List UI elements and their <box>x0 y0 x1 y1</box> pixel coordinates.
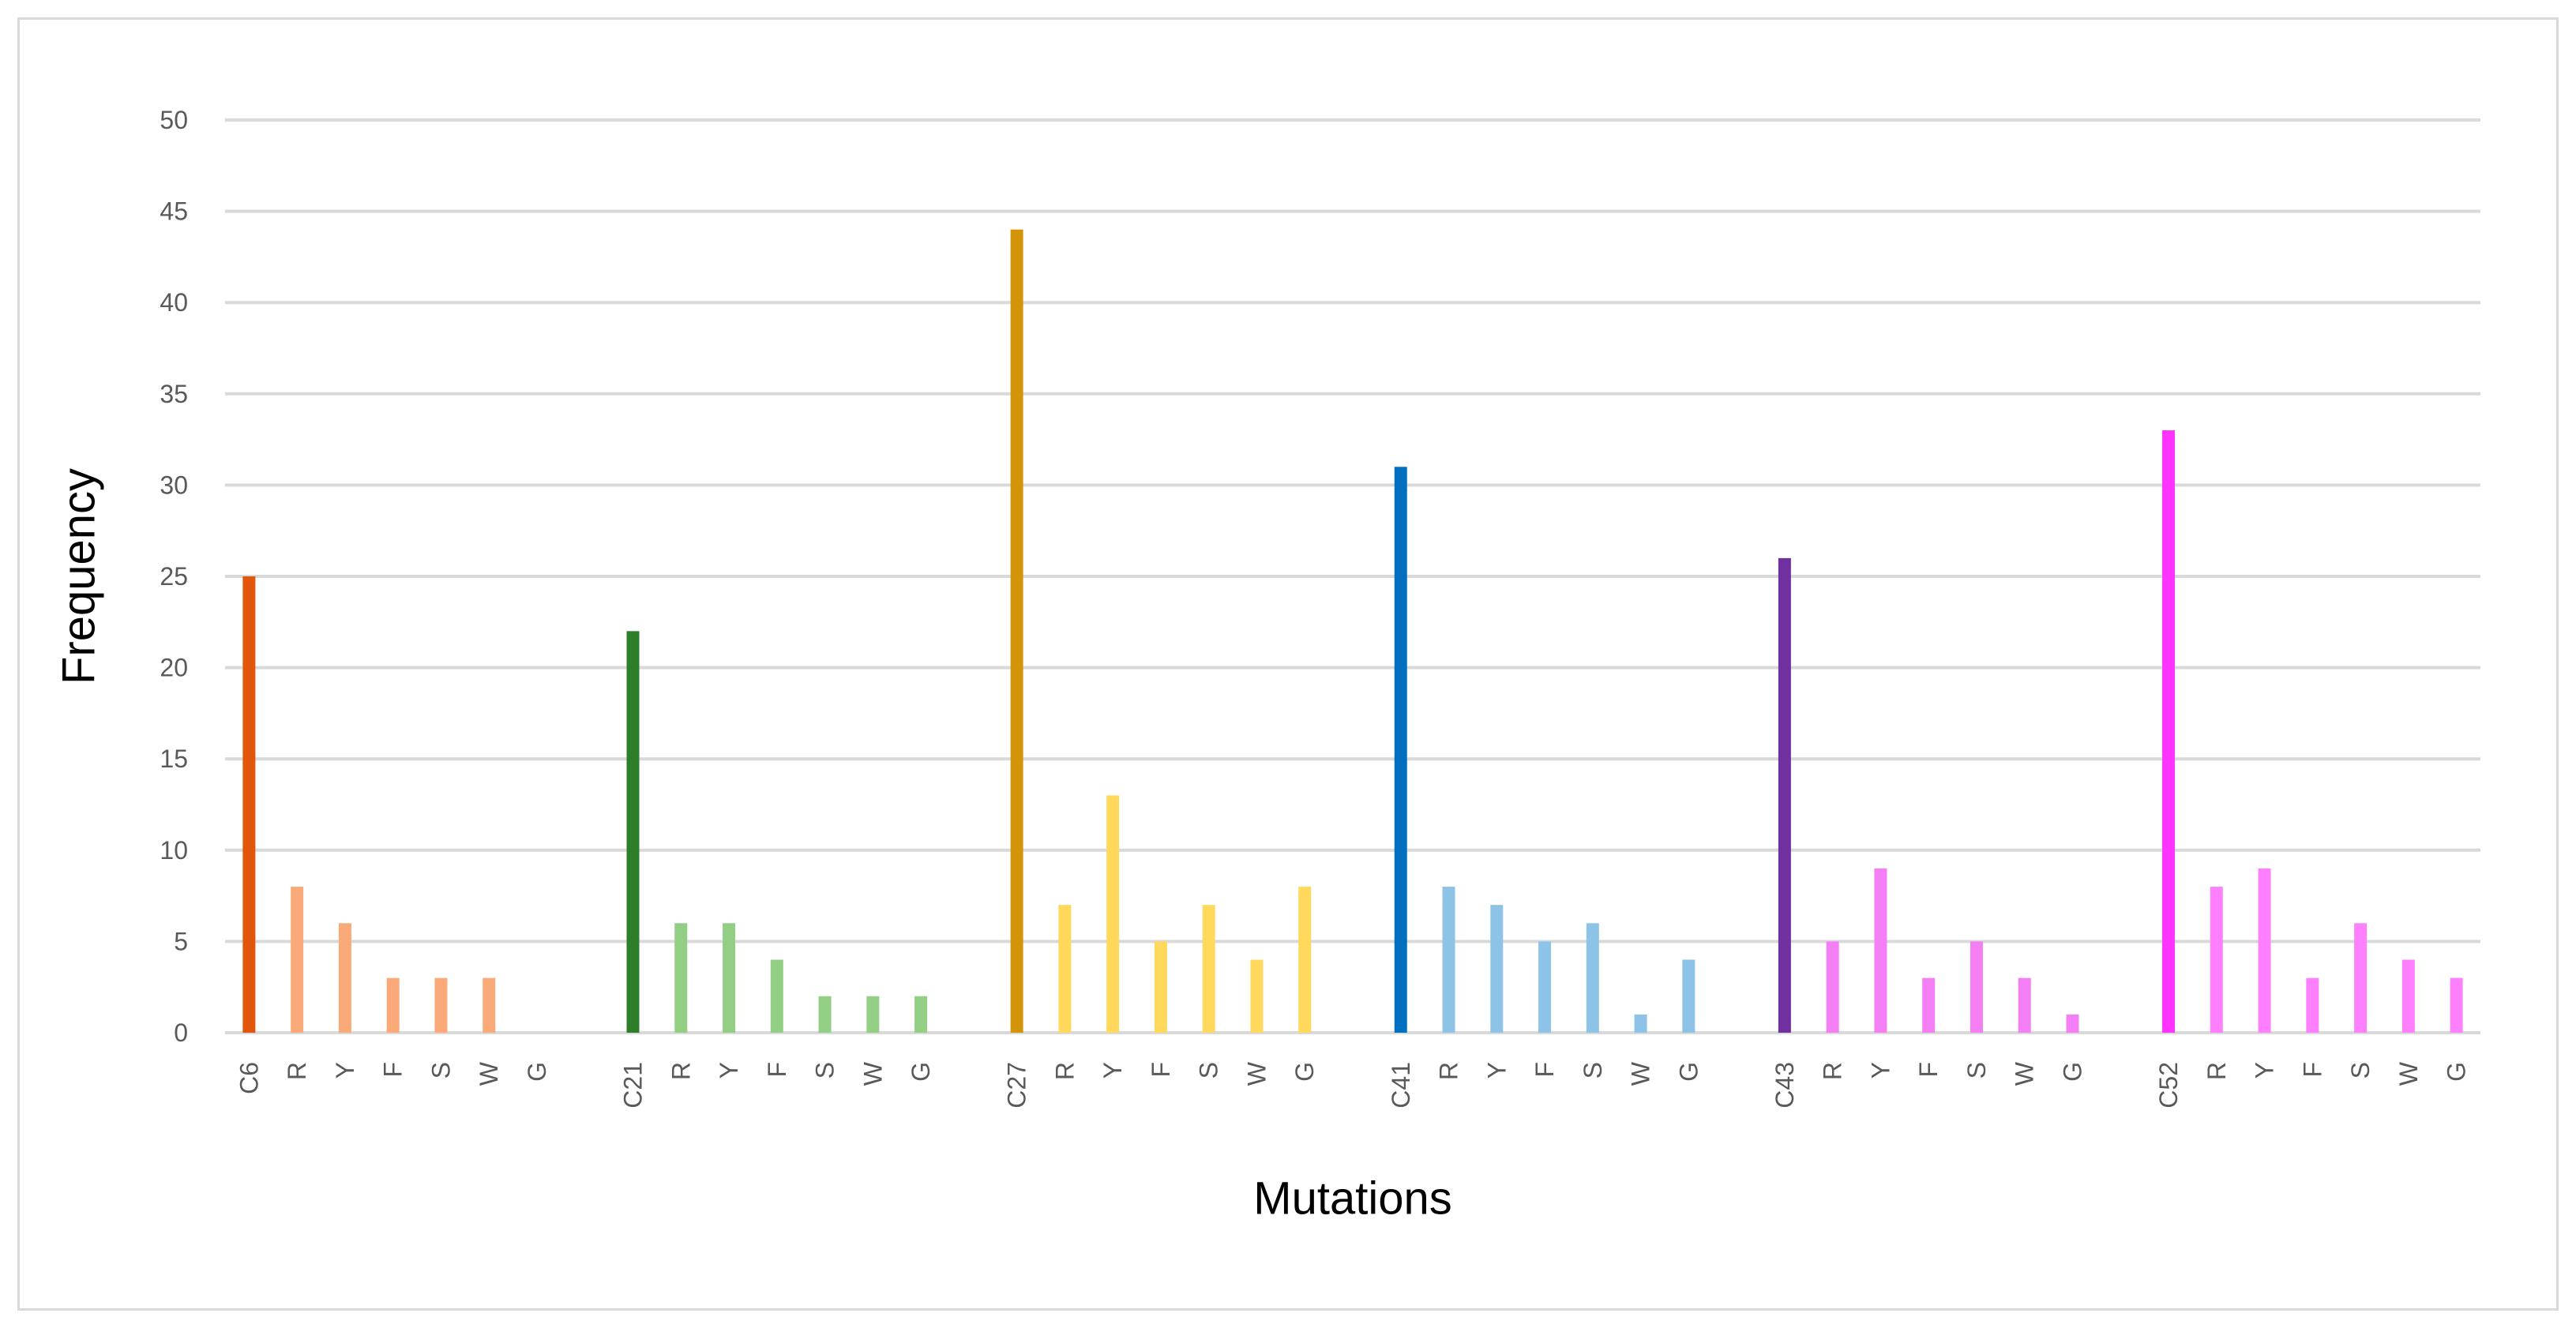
bar-C21-W <box>866 996 880 1033</box>
y-tick-label: 15 <box>160 745 188 773</box>
y-tick-label: 30 <box>160 471 188 499</box>
x-tick-label: S <box>1195 1062 1223 1079</box>
bar-C41-S <box>1586 923 1599 1033</box>
bar-C43-S <box>1970 941 1983 1033</box>
x-tick-label: C52 <box>2154 1062 2183 1109</box>
x-tick-label: R <box>1819 1062 1847 1080</box>
bar-C27-G <box>1298 887 1312 1033</box>
bar-C41-F <box>1538 941 1552 1033</box>
y-tick-label: 35 <box>160 380 188 408</box>
x-tick-label: S <box>1962 1062 1991 1079</box>
x-tick-label: Y <box>1098 1062 1127 1079</box>
x-tick-label: G <box>2058 1062 2086 1082</box>
x-tick-label: Y <box>715 1062 743 1079</box>
bar-C21-R <box>674 923 688 1033</box>
bar-C41-G <box>1682 959 1695 1033</box>
x-tick-label: R <box>2202 1062 2231 1080</box>
x-tick-label: F <box>1530 1062 1559 1078</box>
bar-C52-F <box>2306 977 2319 1033</box>
x-tick-label: S <box>1579 1062 1607 1079</box>
bar-C52-R <box>2210 887 2223 1033</box>
bar-C52-S <box>2354 923 2368 1033</box>
x-tick-label: G <box>2443 1062 2471 1082</box>
bar-C21-Y <box>723 923 736 1033</box>
x-tick-label: S <box>2346 1062 2375 1079</box>
chart-frame <box>17 17 2559 1311</box>
bar-C27-F <box>1154 941 1167 1033</box>
y-axis-title: Frequency <box>53 467 105 685</box>
x-tick-label: S <box>426 1062 455 1079</box>
x-tick-label: W <box>2011 1061 2039 1086</box>
x-tick-label: Y <box>331 1062 359 1079</box>
x-tick-label: R <box>1435 1062 1463 1080</box>
bar-C6-C6 <box>242 576 256 1033</box>
bar-C27-W <box>1250 959 1264 1033</box>
bar-C6-Y <box>338 923 351 1033</box>
bar-C41-W <box>1634 1014 1647 1033</box>
bar-C27-R <box>1058 905 1072 1033</box>
x-tick-label: F <box>1914 1062 1943 1078</box>
bar-C43-W <box>2018 977 2031 1033</box>
x-tick-label: R <box>1050 1062 1079 1080</box>
bar-C43-R <box>1826 941 1839 1033</box>
bar-C21-S <box>818 996 832 1033</box>
bar-C41-Y <box>1490 905 1504 1033</box>
bar-C41-R <box>1442 887 1455 1033</box>
y-tick-label: 50 <box>160 106 188 134</box>
bar-C27-Y <box>1106 795 1120 1033</box>
x-tick-label: Y <box>1866 1062 1894 1079</box>
bar-C41-C41 <box>1394 467 1407 1033</box>
x-tick-label: C27 <box>1003 1062 1031 1109</box>
x-tick-label: G <box>1674 1062 1703 1082</box>
y-tick-label: 5 <box>174 927 188 955</box>
bar-C6-W <box>483 977 496 1033</box>
bar-C52-G <box>2450 977 2463 1033</box>
bar-C43-Y <box>1874 868 1887 1033</box>
x-tick-label: F <box>2298 1062 2326 1078</box>
x-tick-label: W <box>1627 1061 1655 1086</box>
x-tick-label: C43 <box>1771 1062 1799 1109</box>
bar-C6-R <box>291 887 304 1033</box>
x-tick-label: G <box>523 1062 551 1082</box>
x-tick-label: G <box>907 1062 935 1082</box>
x-tick-label: R <box>667 1062 695 1080</box>
x-tick-label: F <box>1147 1062 1175 1078</box>
y-tick-label: 40 <box>160 288 188 317</box>
x-tick-label: F <box>379 1062 407 1078</box>
bar-C43-C43 <box>1778 557 1791 1033</box>
bar-C52-C52 <box>2162 430 2176 1033</box>
bar-C6-S <box>434 977 448 1033</box>
x-tick-label: Y <box>2251 1062 2279 1079</box>
bar-C6-F <box>386 977 400 1033</box>
x-tick-label: W <box>858 1061 887 1086</box>
bar-C21-C21 <box>626 631 640 1033</box>
bar-C43-F <box>1922 977 1936 1033</box>
bar-C27-C27 <box>1010 229 1023 1034</box>
bar-C52-W <box>2401 959 2415 1033</box>
bar-C21-F <box>770 959 783 1033</box>
bar-C27-S <box>1202 905 1215 1033</box>
bar-C43-G <box>2066 1014 2079 1033</box>
bar-C52-Y <box>2258 868 2271 1033</box>
x-tick-label: W <box>1242 1061 1271 1086</box>
y-tick-label: 20 <box>160 654 188 682</box>
x-tick-label: S <box>811 1062 839 1079</box>
y-tick-label: 45 <box>160 197 188 226</box>
x-tick-label: G <box>1290 1062 1319 1082</box>
x-tick-label: W <box>2394 1061 2423 1086</box>
x-tick-label: F <box>763 1062 791 1078</box>
x-tick-label: C21 <box>619 1062 648 1109</box>
x-axis-title: Mutations <box>1253 1172 1452 1225</box>
bar-C21-G <box>914 996 928 1033</box>
y-tick-label: 10 <box>160 836 188 865</box>
x-tick-label: W <box>475 1061 503 1086</box>
y-tick-label: 0 <box>174 1019 188 1047</box>
y-tick-label: 25 <box>160 562 188 591</box>
x-tick-label: Y <box>1482 1062 1511 1079</box>
x-tick-label: C6 <box>235 1062 263 1094</box>
x-tick-label: R <box>283 1062 311 1080</box>
x-tick-label: C41 <box>1387 1062 1415 1109</box>
